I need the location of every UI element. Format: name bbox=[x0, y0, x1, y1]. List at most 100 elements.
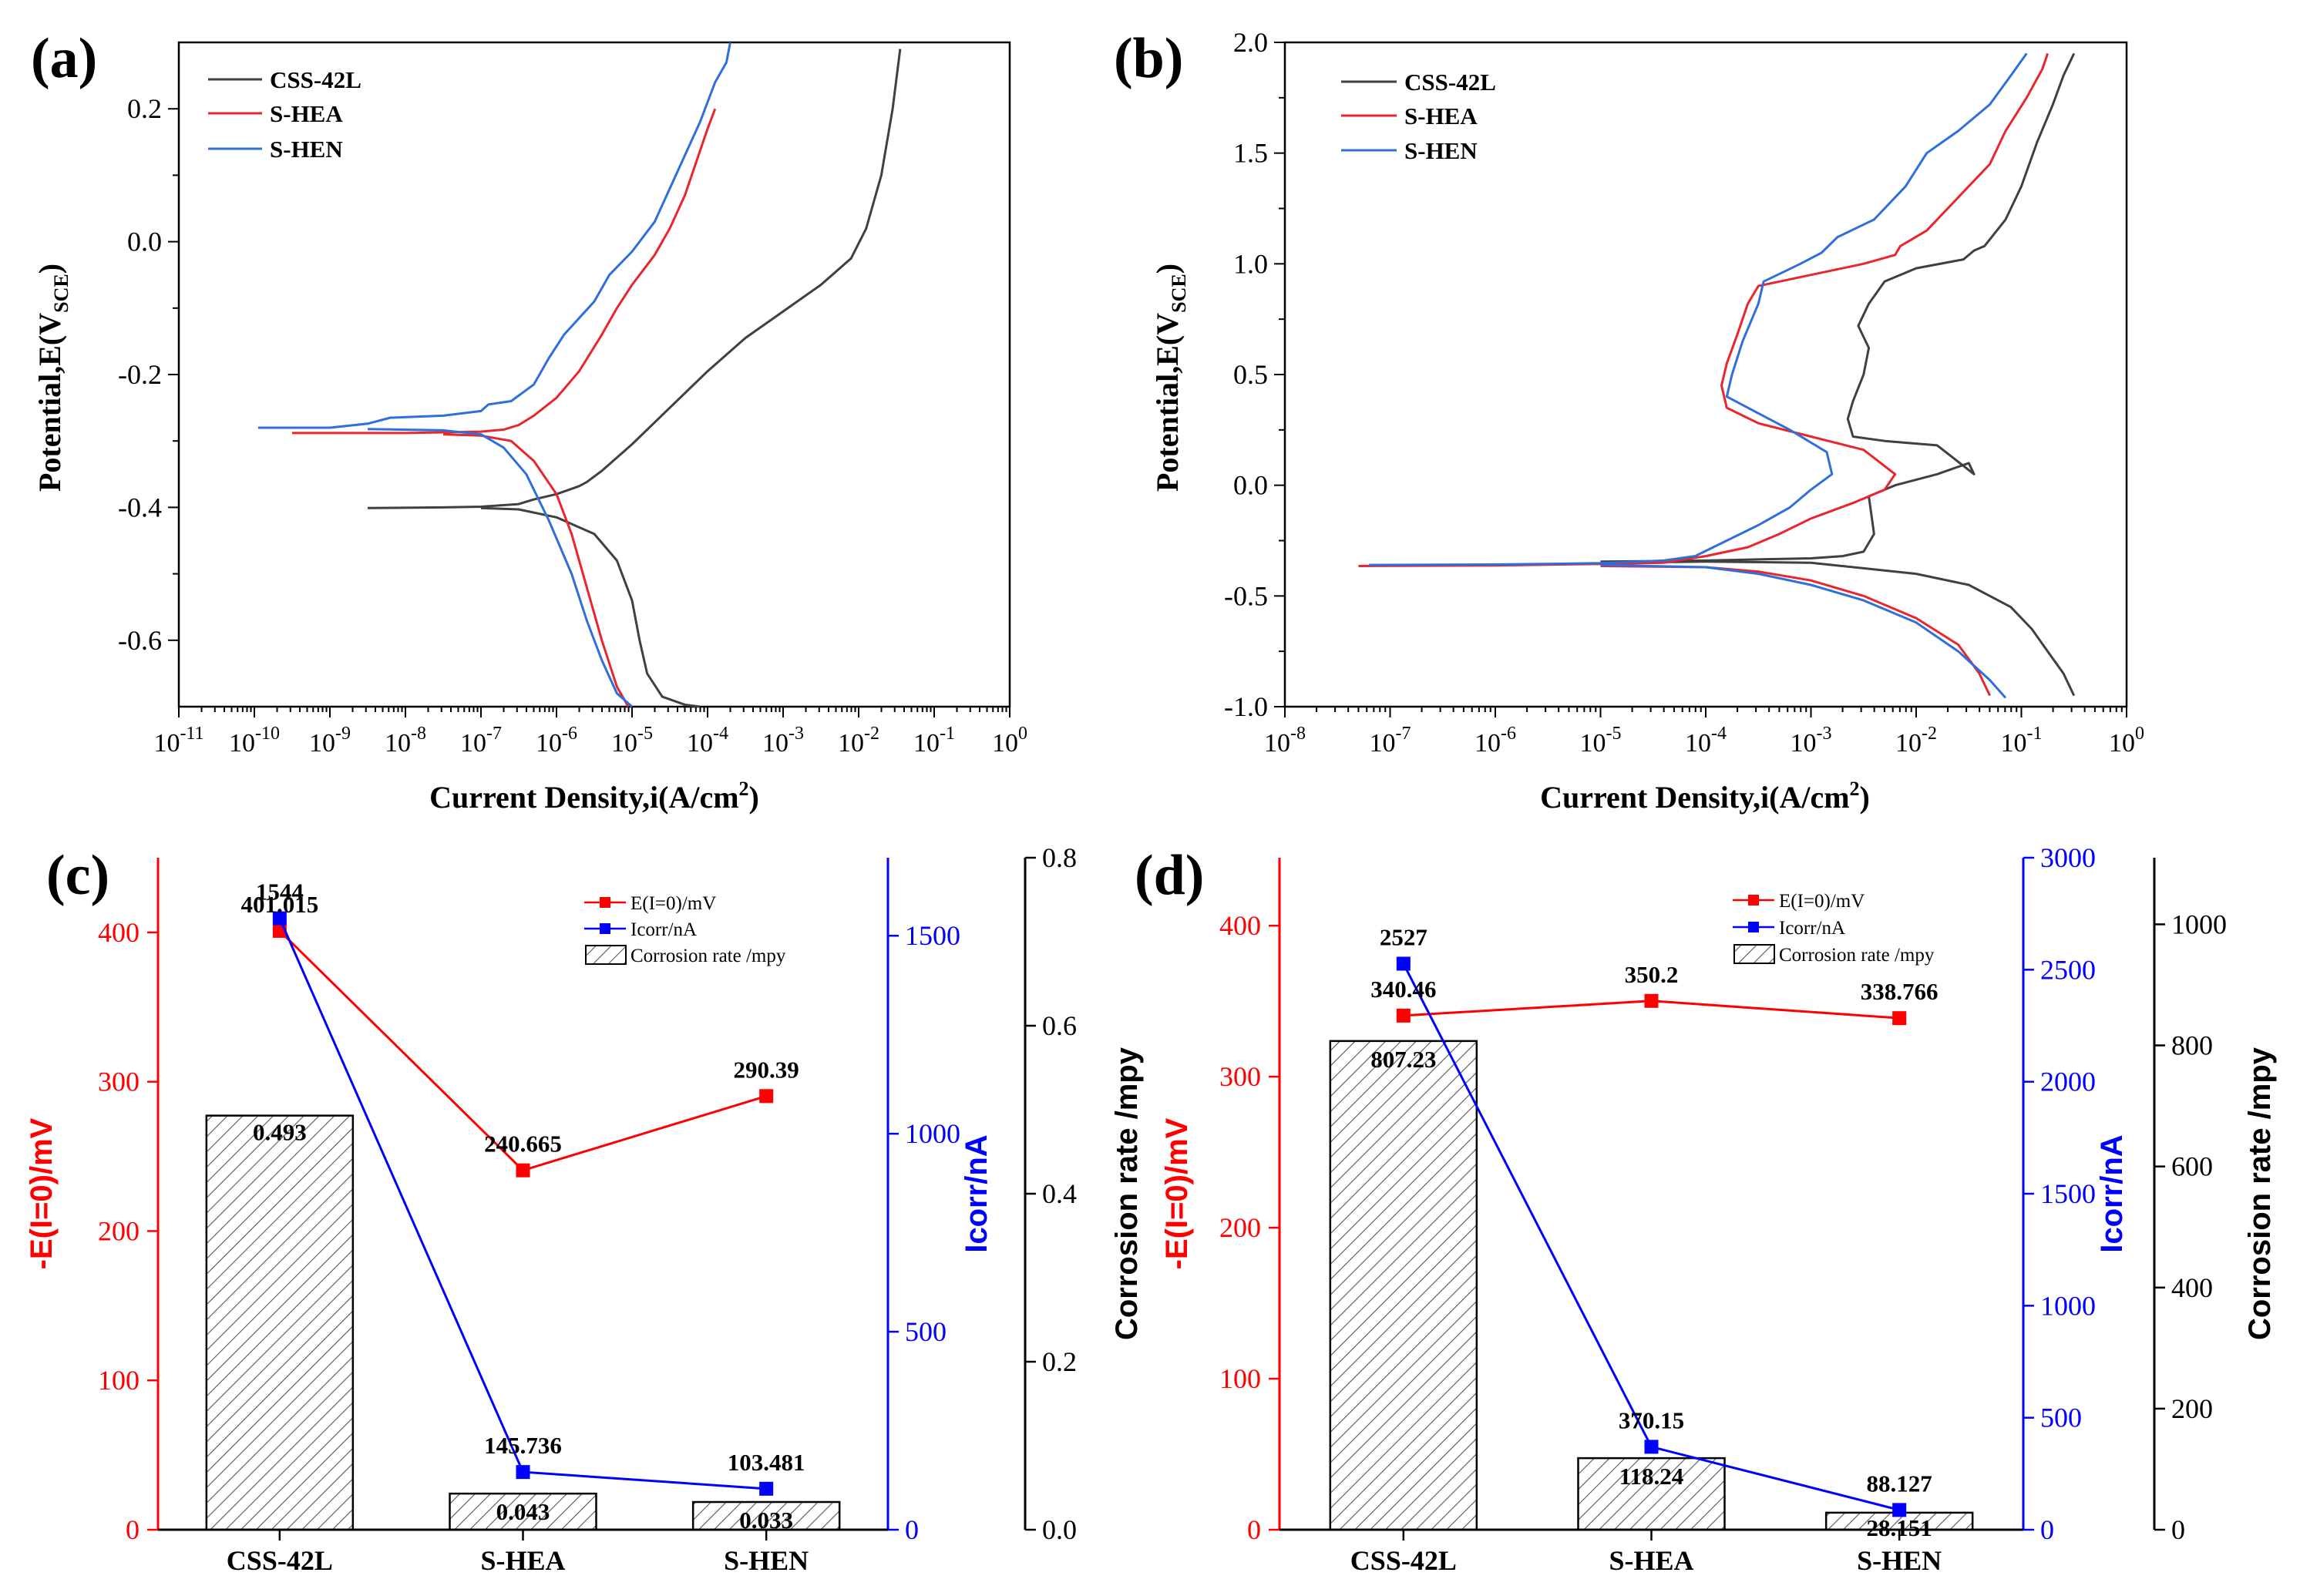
mid-tick-label-d-6: 3000 bbox=[2040, 842, 2096, 873]
left-tick-label-c-1: 100 bbox=[98, 1365, 140, 1396]
curves-b bbox=[1358, 52, 2076, 699]
x-tick-label-a-7: 10-4 bbox=[687, 724, 728, 758]
y-tick-label-a-4: 0.2 bbox=[127, 93, 162, 124]
legend-rate-d: Corrosion rate /mpy bbox=[1779, 945, 1935, 966]
x-tick-label-a-2: 10-9 bbox=[309, 724, 351, 758]
x-tick-label-a-9: 10-2 bbox=[838, 724, 879, 758]
left-tick-label-d-1: 100 bbox=[1219, 1363, 1261, 1394]
x-tick-label-b-2: 10-6 bbox=[1474, 724, 1516, 758]
right-tick-label-d-2: 400 bbox=[2171, 1272, 2213, 1303]
mid-tick-label-d-2: 1000 bbox=[2040, 1290, 2096, 1321]
right-tick-label-c-0: 0.0 bbox=[1042, 1514, 1077, 1545]
axis-ticks-b: 10-8 10-7 10-6 10-5 10-4 10-3 10-2 10-1 100 -1.0 -… bbox=[1224, 27, 2144, 758]
label-icorr-d-1: 370.15 bbox=[1619, 1406, 1684, 1433]
cat-label-c-1: S-HEA bbox=[480, 1545, 565, 1576]
left-tick-label-c-0: 0 bbox=[126, 1514, 140, 1545]
mid-tick-label-d-4: 2000 bbox=[2040, 1067, 2096, 1097]
panel-label-a: (a) bbox=[31, 27, 97, 90]
label-icorr-c-1: 145.736 bbox=[484, 1432, 562, 1459]
axis-ticks-a: 10-11 10-10 10-9 10-8 10-7 10-6 10-5 10-4 10-3 10… bbox=[118, 93, 1027, 758]
x-tick-label-b-1: 10-7 bbox=[1370, 724, 1411, 758]
label-rate-c-1: 0.043 bbox=[496, 1498, 550, 1525]
legend-i-d: Icorr/nA bbox=[1779, 918, 1845, 939]
plot-c: 0 100 200 300 400 0 500 1000 1500 0.0 0.2 0.4 0.6 0.8… bbox=[25, 842, 1144, 1576]
label-rate-c-2: 0.033 bbox=[739, 1507, 793, 1534]
legend-marker-e-d bbox=[1748, 895, 1759, 906]
mid-axis-title-c: Icorr/nA bbox=[960, 1134, 994, 1252]
y-tick-label-b-1: -0.5 bbox=[1224, 580, 1268, 611]
label-rate-d-1: 118.24 bbox=[1619, 1463, 1684, 1490]
legend-b: CSS-42L S-HEA S-HEN bbox=[1341, 69, 1496, 164]
x-axis-title-a: Current Density,i(A/cm2) bbox=[429, 778, 759, 815]
marker-e-c-2 bbox=[759, 1089, 774, 1104]
right-tick-label-d-0: 0 bbox=[2171, 1514, 2185, 1545]
cat-label-d-2: S-HEN bbox=[1857, 1545, 1942, 1576]
cat-label-d-1: S-HEA bbox=[1609, 1545, 1693, 1576]
marker-e-d-2 bbox=[1892, 1011, 1907, 1026]
right-axis-title-c: Corrosion rate /mpy bbox=[1110, 1047, 1144, 1340]
bar-d-css-42l bbox=[1329, 1040, 1478, 1531]
left-tick-label-d-4: 400 bbox=[1219, 910, 1261, 941]
x-tick-label-a-4: 10-7 bbox=[460, 724, 502, 758]
x-tick-label-b-7: 10-1 bbox=[2001, 724, 2043, 758]
x-tick-label-a-11: 100 bbox=[992, 724, 1027, 758]
x-tick-label-a-6: 10-5 bbox=[611, 724, 653, 758]
mid-axis-title-d: Icorr/nA bbox=[2095, 1134, 2129, 1252]
marker-icorr-c-1 bbox=[516, 1465, 530, 1480]
legend-marker-i-c bbox=[600, 923, 610, 934]
legend-swatch-rate-c bbox=[585, 945, 627, 965]
marker-icorr-d-0 bbox=[1396, 956, 1411, 971]
left-tick-label-c-2: 200 bbox=[98, 1215, 140, 1246]
cat-label-c-2: S-HEN bbox=[724, 1545, 809, 1576]
legend-shea-b: S-HEA bbox=[1404, 102, 1478, 129]
x-tick-label-b-5: 10-3 bbox=[1791, 724, 1832, 758]
legend-shen-b: S-HEN bbox=[1404, 137, 1478, 164]
mid-tick-label-d-1: 500 bbox=[2040, 1403, 2082, 1433]
legend-e-d: E(I=0)/mV bbox=[1779, 891, 1865, 912]
y-tick-label-b-6: 2.0 bbox=[1233, 27, 1268, 58]
right-tick-label-d-1: 200 bbox=[2171, 1393, 2213, 1424]
x-tick-label-b-0: 10-8 bbox=[1264, 724, 1306, 758]
x-axis-title-b: Current Density,i(A/cm2) bbox=[1540, 778, 1870, 815]
panel-c: (c) 0 100 200 300 400 0 500 1000 1500 0.0 0.2 0.4 0.… bbox=[25, 842, 1144, 1576]
left-tick-label-d-0: 0 bbox=[1247, 1514, 1261, 1545]
label-icorr-d-2: 88.127 bbox=[1867, 1470, 1932, 1497]
left-axis-title-d: -E(I=0)/mV bbox=[1160, 1117, 1194, 1269]
marker-e-c-1 bbox=[516, 1163, 530, 1178]
left-tick-label-c-4: 400 bbox=[98, 917, 140, 948]
bar-c-s-hea bbox=[449, 1492, 597, 1531]
x-tick-label-a-8: 10-3 bbox=[762, 724, 804, 758]
label-e-d-2: 338.766 bbox=[1861, 978, 1939, 1005]
label-icorr-c-2: 103.481 bbox=[728, 1449, 805, 1476]
left-tick-label-d-3: 300 bbox=[1219, 1061, 1261, 1092]
panel-b: (b) 10-8 10-7 10-6 10-5 10-4 10-3 10-2 10-1 100 -… bbox=[1114, 27, 2144, 815]
x-tick-label-b-3: 10-5 bbox=[1580, 724, 1622, 758]
y-axis-title-a: Potential,E(VSCE) bbox=[32, 264, 72, 492]
marker-icorr-c-2 bbox=[759, 1481, 774, 1496]
curve-b-css-42l bbox=[1600, 52, 2076, 697]
legend-a: CSS-42L S-HEA S-HEN bbox=[208, 66, 361, 163]
plot-d: 0 100 200 300 400 0 500 1000 1500 2000 2500 3000 0 20… bbox=[1160, 842, 2277, 1576]
mid-tick-label-c-0: 0 bbox=[905, 1514, 919, 1545]
panel-d: (d) 010020030040005001000150020002500300… bbox=[1135, 842, 2277, 1576]
x-tick-label-b-8: 100 bbox=[2109, 724, 2144, 758]
right-axis-title-d: Corrosion rate /mpy bbox=[2243, 1047, 2277, 1340]
legend-shen: S-HEN bbox=[270, 136, 343, 163]
curves-a bbox=[257, 42, 902, 708]
legend-shea: S-HEA bbox=[270, 100, 343, 127]
label-rate-d-2: 28.151 bbox=[1867, 1514, 1932, 1541]
left-tick-label-c-3: 300 bbox=[98, 1067, 140, 1097]
bar-c-s-hen bbox=[691, 1500, 841, 1531]
mid-tick-label-c-1: 500 bbox=[905, 1316, 947, 1347]
cat-label-d-0: CSS-42L bbox=[1350, 1545, 1457, 1576]
cat-label-c-0: CSS-42L bbox=[227, 1545, 333, 1576]
right-tick-label-d-5: 1000 bbox=[2171, 909, 2227, 939]
right-tick-label-d-3: 600 bbox=[2171, 1151, 2213, 1182]
curve-a-css-42l bbox=[367, 49, 902, 708]
right-tick-label-c-4: 0.8 bbox=[1042, 842, 1077, 873]
right-tick-label-d-4: 800 bbox=[2171, 1030, 2213, 1061]
legend-e-c: E(I=0)/mV bbox=[630, 893, 716, 914]
mid-tick-label-d-3: 1500 bbox=[2040, 1178, 2096, 1209]
mid-tick-label-c-3: 1500 bbox=[905, 920, 960, 951]
label-icorr-c-0: 1544 bbox=[256, 879, 304, 906]
